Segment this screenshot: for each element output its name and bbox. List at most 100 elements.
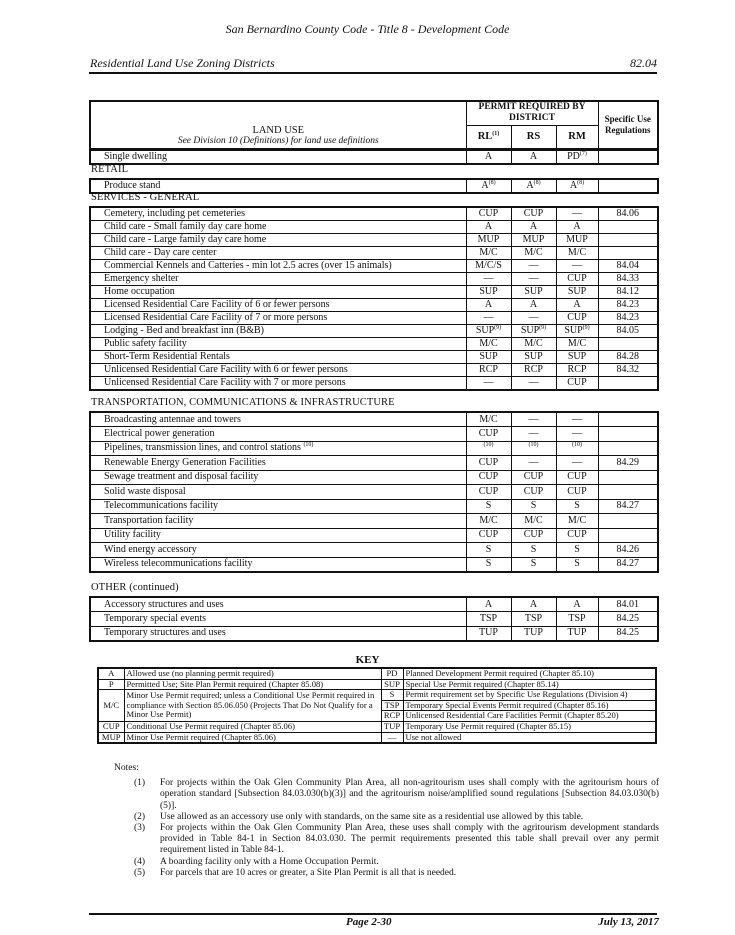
permit-cell: —: [555, 455, 599, 471]
cell-value: S: [574, 558, 580, 569]
land-use-text: Produce stand: [104, 180, 161, 191]
cell-value: PD: [567, 151, 580, 162]
cell-value: SUP: [479, 351, 498, 363]
note-item: (2) Use allowed as an accessory use only …: [114, 812, 659, 823]
footnote-ref: (7): [579, 151, 587, 157]
note-item: (4) A boarding facility only with a Home …: [114, 857, 659, 868]
permit-cell: CUP: [555, 311, 599, 325]
land-use-name: Public safety facility: [89, 337, 467, 351]
land-use-name: Child care - Small family day care home: [89, 220, 467, 234]
permit-cell: SUP(9): [555, 324, 599, 338]
permit-cell: CUP: [465, 469, 512, 485]
permit-cell: S: [465, 542, 512, 558]
cell-value: M/C: [524, 247, 543, 259]
footnote-ref: (10): [483, 442, 494, 449]
table-row: Unlicensed Residential Care Facility wit…: [89, 363, 659, 377]
table-row: Public safety facility M/C M/C M/C: [89, 337, 659, 351]
note-number: (2): [134, 811, 146, 822]
cell-value: A: [484, 598, 493, 610]
table-row: Utility facility CUP CUP CUP: [89, 527, 659, 543]
note-text: A boarding facility only with a Home Occ…: [160, 856, 379, 867]
table-row: Broadcasting antennae and towers M/C — —: [89, 411, 659, 427]
specific-use-regulation: [597, 469, 659, 485]
land-use-text: Wireless telecommunications facility: [104, 558, 253, 569]
cell-value: S: [530, 500, 537, 512]
land-use-text: Broadcasting antennae and towers: [104, 413, 241, 425]
cell-value: CUP: [478, 471, 499, 483]
permit-cell: CUP: [510, 484, 557, 500]
land-use-text: Telecommunications facility: [104, 500, 218, 512]
section-heading: SERVICES - GENERAL: [91, 192, 200, 203]
cell-value: M/C: [524, 338, 543, 350]
cell-value: CUP: [478, 208, 499, 219]
permit-cell: (10): [510, 440, 557, 456]
land-use-name: Accessory structures and uses: [89, 596, 467, 612]
permit-cell: —: [510, 455, 557, 471]
permit-cell: A: [510, 220, 557, 234]
land-use-text: Short-Term Residential Rentals: [104, 351, 230, 363]
permit-cell: S: [465, 556, 512, 572]
cell-value: CUP: [523, 208, 544, 219]
land-use-name: Wireless telecommunications facility: [89, 556, 467, 572]
specific-use-regulation: 84.27: [597, 498, 659, 514]
cell-value: S: [485, 558, 492, 569]
land-use-name: Child care - Large family day care home: [89, 233, 467, 247]
cell-value: —: [528, 273, 539, 285]
permit-cell: CUP: [465, 484, 512, 500]
footnote-ref: (1): [492, 131, 500, 138]
permit-cell: A: [465, 220, 512, 234]
cell-value: —: [572, 260, 582, 272]
section-table: Cemetery, including pet cemeteries CUP CUP…: [89, 206, 659, 391]
footnote-ref: (10): [303, 442, 314, 449]
specific-use-regulation: [597, 246, 659, 260]
cell-value: —: [528, 456, 539, 468]
cell-value: CUP: [567, 273, 587, 285]
permit-cell: M/C: [510, 513, 557, 529]
land-use-text: Lodging - Bed and breakfast inn (B&B): [104, 325, 264, 337]
permit-cell: A: [510, 298, 557, 312]
specific-use-regulation: [597, 426, 659, 442]
cell-value: S: [485, 500, 492, 512]
specific-use-regulation: [597, 178, 659, 194]
section-number: 82.04: [630, 56, 657, 70]
permit-cell: RCP: [510, 363, 557, 377]
table-row: Commercial Kennels and Catteries - min l…: [89, 259, 659, 273]
key-code: PD: [380, 667, 404, 680]
cell-value: A: [481, 180, 489, 191]
land-use-name: Broadcasting antennae and towers: [89, 411, 467, 427]
permit-cell: CUP: [510, 206, 557, 221]
specific-use-regulation: 84.29: [597, 455, 659, 471]
specific-use-regulation: [597, 233, 659, 247]
cell-value: CUP: [478, 529, 499, 541]
cell-value: SUP: [524, 286, 543, 298]
permit-cell: —: [555, 411, 599, 427]
cell-value: A: [484, 221, 493, 233]
cell-value: RM: [568, 131, 586, 143]
cell-value: MUP: [522, 234, 545, 246]
permit-heading: PERMIT REQUIRED BY DISTRICT: [465, 100, 599, 126]
cell-value: SUP: [475, 325, 495, 337]
page-number: Page 2-30: [346, 916, 392, 928]
key-desc: Minor Use Permit required; unless a Cond…: [123, 689, 382, 722]
specific-use-regulation: 84.27: [597, 556, 659, 572]
table-row: Wind energy accessory S S S 84.26: [89, 542, 659, 558]
table-row: Wireless telecommunications facility S S S 8…: [89, 556, 659, 572]
key-desc: Use not allowed: [402, 731, 657, 744]
cell-value: SUP: [567, 286, 587, 298]
table-row: Solid waste disposal CUP CUP CUP: [89, 484, 659, 500]
permit-cell: S: [510, 498, 557, 514]
land-use-subheading: See Division 10 (Definitions) for land u…: [177, 136, 379, 146]
permit-cell: SUP(9): [510, 324, 557, 338]
land-use-name: Sewage treatment and disposal facility: [89, 469, 467, 485]
table-row: Electrical power generation CUP — —: [89, 426, 659, 442]
land-use-name: Licensed Residential Care Facility of 6 …: [89, 298, 467, 312]
section-table: Accessory structures and uses A A A 84.01 Tem…: [89, 596, 659, 642]
land-use-name: Licensed Residential Care Facility of 7 …: [89, 311, 467, 325]
land-use-name: Short-Term Residential Rentals: [89, 350, 467, 364]
table-row: Licensed Residential Care Facility of 6 …: [89, 298, 659, 312]
cell-value: A: [573, 299, 581, 311]
table-row: Telecommunications facility S S S 84.27: [89, 498, 659, 514]
permit-cell: CUP: [555, 272, 599, 286]
specific-use-regulation: [597, 220, 659, 234]
